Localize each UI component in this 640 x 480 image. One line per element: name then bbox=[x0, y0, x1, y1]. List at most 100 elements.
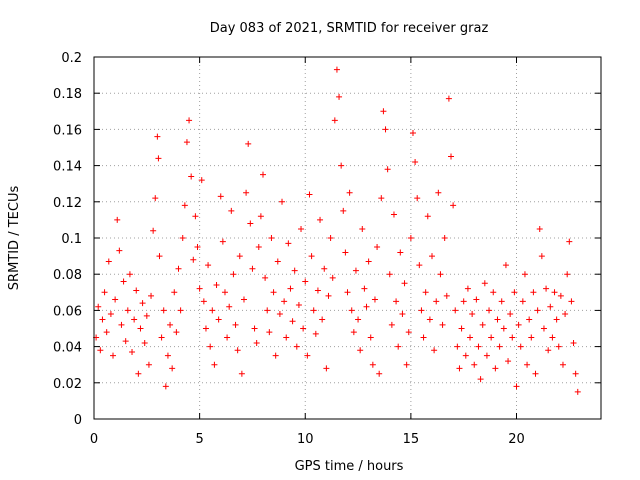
data-point bbox=[112, 296, 119, 303]
data-point bbox=[388, 321, 395, 328]
data-point bbox=[519, 298, 526, 305]
data-point bbox=[101, 289, 108, 296]
data-point bbox=[152, 195, 159, 202]
data-point bbox=[213, 282, 220, 289]
data-point bbox=[454, 343, 461, 350]
data-point bbox=[445, 95, 452, 102]
data-point bbox=[314, 287, 321, 294]
data-point bbox=[298, 225, 305, 232]
data-point bbox=[272, 352, 279, 359]
data-point bbox=[155, 155, 162, 162]
y-tick-label: 0.2 bbox=[61, 51, 82, 66]
data-point bbox=[420, 334, 427, 341]
y-tick-label: 0.02 bbox=[53, 377, 82, 392]
data-point bbox=[475, 343, 482, 350]
data-point bbox=[333, 66, 340, 73]
data-point bbox=[279, 198, 286, 205]
data-point bbox=[540, 325, 547, 332]
data-point bbox=[97, 347, 104, 354]
y-tick-label: 0.14 bbox=[53, 160, 82, 175]
data-point bbox=[323, 365, 330, 372]
data-point bbox=[285, 240, 292, 247]
data-point bbox=[530, 289, 537, 296]
data-point bbox=[378, 195, 385, 202]
data-point bbox=[99, 316, 106, 323]
data-point bbox=[350, 329, 357, 336]
data-point bbox=[481, 280, 488, 287]
data-point bbox=[211, 361, 218, 368]
data-point bbox=[198, 177, 205, 184]
data-point bbox=[310, 307, 317, 314]
data-point bbox=[435, 189, 442, 196]
data-point bbox=[553, 316, 560, 323]
data-point bbox=[407, 235, 414, 241]
data-point bbox=[456, 365, 463, 372]
data-point bbox=[173, 329, 180, 336]
data-point bbox=[169, 365, 176, 372]
data-point bbox=[369, 361, 376, 368]
data-point bbox=[496, 343, 503, 350]
data-point bbox=[549, 334, 556, 341]
x-axis-label: GPS time / hours bbox=[295, 459, 404, 474]
data-point bbox=[257, 213, 264, 220]
data-point bbox=[133, 287, 140, 294]
data-point bbox=[348, 307, 355, 314]
data-point bbox=[183, 139, 190, 146]
data-point bbox=[460, 298, 467, 305]
data-point bbox=[236, 253, 243, 260]
data-point bbox=[325, 292, 332, 299]
data-point bbox=[471, 361, 478, 368]
data-point bbox=[192, 213, 199, 220]
data-point bbox=[141, 339, 148, 346]
data-point bbox=[122, 338, 129, 345]
data-point bbox=[162, 383, 169, 390]
data-point bbox=[382, 126, 389, 133]
data-point bbox=[158, 334, 165, 341]
data-point bbox=[186, 117, 193, 124]
data-point bbox=[302, 278, 309, 285]
data-point bbox=[401, 280, 408, 287]
data-point bbox=[355, 316, 362, 323]
data-point bbox=[570, 339, 577, 346]
data-point bbox=[224, 334, 231, 341]
data-point bbox=[283, 334, 290, 341]
data-point bbox=[448, 153, 455, 160]
y-tick-label: 0.04 bbox=[53, 341, 82, 356]
data-point bbox=[243, 189, 250, 196]
data-point bbox=[521, 271, 528, 278]
data-point bbox=[344, 289, 351, 296]
data-point bbox=[289, 318, 296, 325]
data-point bbox=[483, 352, 490, 359]
data-point bbox=[194, 244, 201, 251]
data-point bbox=[488, 334, 495, 341]
data-point bbox=[479, 321, 486, 328]
data-point bbox=[135, 370, 142, 377]
y-axis-label: SRMTID / TECUs bbox=[7, 186, 22, 291]
data-point bbox=[416, 262, 423, 269]
data-point bbox=[306, 191, 313, 198]
data-point bbox=[467, 334, 474, 341]
data-point bbox=[390, 211, 397, 218]
data-point bbox=[226, 303, 233, 310]
data-point bbox=[547, 303, 554, 310]
data-point bbox=[492, 365, 499, 372]
data-point bbox=[295, 301, 302, 308]
data-point bbox=[148, 292, 155, 299]
data-point bbox=[175, 265, 182, 272]
y-tick-label: 0.1 bbox=[61, 232, 82, 247]
data-point bbox=[513, 383, 520, 390]
data-point bbox=[126, 271, 133, 278]
data-point bbox=[249, 265, 256, 272]
data-point bbox=[562, 311, 569, 318]
data-point bbox=[209, 307, 216, 314]
data-point bbox=[433, 298, 440, 305]
data-point bbox=[386, 271, 393, 278]
data-point bbox=[129, 349, 136, 356]
data-point bbox=[274, 258, 281, 265]
data-point bbox=[95, 303, 102, 310]
x-tick-label: 15 bbox=[403, 432, 420, 447]
data-point bbox=[177, 307, 184, 314]
data-point bbox=[103, 329, 110, 336]
data-point bbox=[414, 195, 421, 202]
data-point bbox=[139, 300, 146, 307]
